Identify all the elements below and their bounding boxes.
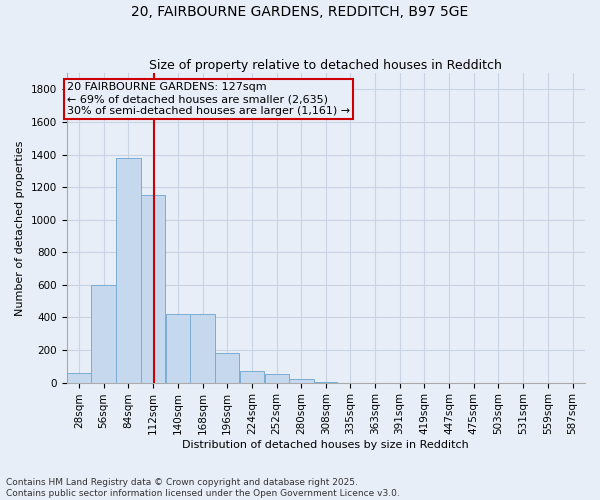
Bar [91, 285, 116, 382]
Bar [240, 371, 264, 382]
Text: 20, FAIRBOURNE GARDENS, REDDITCH, B97 5GE: 20, FAIRBOURNE GARDENS, REDDITCH, B97 5G… [131, 5, 469, 19]
Bar [265, 374, 289, 382]
Bar [141, 196, 165, 382]
Text: 20 FAIRBOURNE GARDENS: 127sqm
← 69% of detached houses are smaller (2,635)
30% o: 20 FAIRBOURNE GARDENS: 127sqm ← 69% of d… [67, 82, 350, 116]
Bar [215, 354, 239, 382]
Text: Contains HM Land Registry data © Crown copyright and database right 2025.
Contai: Contains HM Land Registry data © Crown c… [6, 478, 400, 498]
Bar [190, 314, 215, 382]
Bar [67, 373, 91, 382]
Bar [166, 314, 190, 382]
Title: Size of property relative to detached houses in Redditch: Size of property relative to detached ho… [149, 59, 502, 72]
Bar [116, 158, 140, 382]
X-axis label: Distribution of detached houses by size in Redditch: Distribution of detached houses by size … [182, 440, 469, 450]
Bar [289, 380, 314, 382]
Y-axis label: Number of detached properties: Number of detached properties [15, 140, 25, 316]
